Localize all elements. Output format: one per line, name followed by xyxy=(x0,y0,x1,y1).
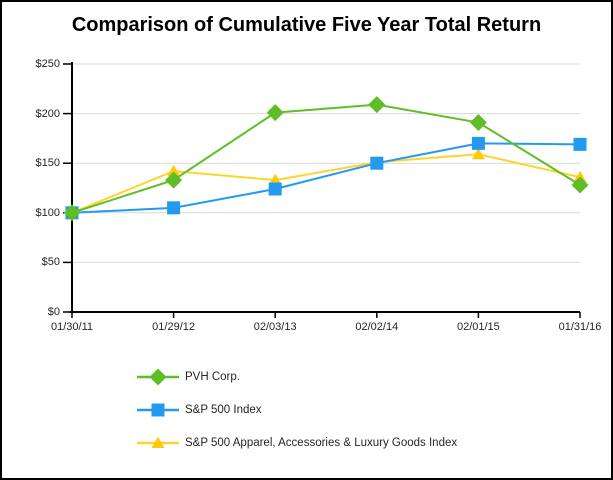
pvh-corp-diamond-marker xyxy=(571,176,589,194)
y-tick-label: $100 xyxy=(35,206,60,219)
x-tick-label: 01/31/16 xyxy=(558,321,602,333)
s-p-500-index-square-marker xyxy=(573,137,587,151)
y-tick-label: $50 xyxy=(41,256,60,269)
y-tick-label: $250 xyxy=(35,58,60,70)
legend-s-p-500-apparel-accessories-luxury-goods-index-triangle-marker xyxy=(151,436,165,448)
legend-label-sp500-apparel-index: S&P 500 Apparel, Accessories & Luxury Go… xyxy=(185,437,458,449)
x-tick-label: 01/30/11 xyxy=(50,321,93,333)
series-line-s-p-500-index xyxy=(71,142,581,214)
pvh-corp-diamond-marker xyxy=(368,96,386,114)
pvh-corp-diamond-marker xyxy=(63,204,81,222)
series-line-pvh-corp xyxy=(71,103,581,214)
chart-title: Comparison of Cumulative Five Year Total… xyxy=(71,14,542,36)
s-p-500-apparel-accessories-luxury-goods-index-triangle-marker xyxy=(167,164,181,177)
s-p-500-apparel-accessories-luxury-goods-index-triangle-marker xyxy=(471,147,485,160)
s-p-500-apparel-accessories-luxury-goods-index-triangle-marker xyxy=(573,170,587,183)
legend-label-pvh-corp: PVH Corp. xyxy=(185,371,240,383)
s-p-500-index-square-marker xyxy=(268,182,282,196)
x-tick-label: 02/01/15 xyxy=(456,321,500,333)
legend-s-p-500-index-square-marker xyxy=(151,403,165,417)
pvh-corp-diamond-marker xyxy=(469,114,487,132)
s-p-500-index-square-marker xyxy=(471,136,485,150)
y-tick-label: $0 xyxy=(47,306,60,318)
x-tick-label: 02/03/13 xyxy=(253,321,297,333)
legend-pvh-corp-diamond-marker xyxy=(149,368,167,386)
pvh-corp-diamond-marker xyxy=(266,104,284,122)
s-p-500-index-square-marker xyxy=(370,156,384,170)
s-p-500-index-square-marker xyxy=(167,201,181,215)
s-p-500-apparel-accessories-luxury-goods-index-triangle-marker xyxy=(268,173,282,186)
x-tick-label: 02/02/14 xyxy=(355,321,399,333)
y-tick-label: $200 xyxy=(35,107,60,120)
x-tick-label: 01/29/12 xyxy=(152,321,195,333)
series-line-s-p-500-apparel-accessories-luxury-goods-index xyxy=(71,153,581,214)
y-tick-label: $150 xyxy=(35,157,60,170)
legend-label-sp500-index: S&P 500 Index xyxy=(185,404,262,416)
pvh-corp-diamond-marker xyxy=(165,171,183,189)
